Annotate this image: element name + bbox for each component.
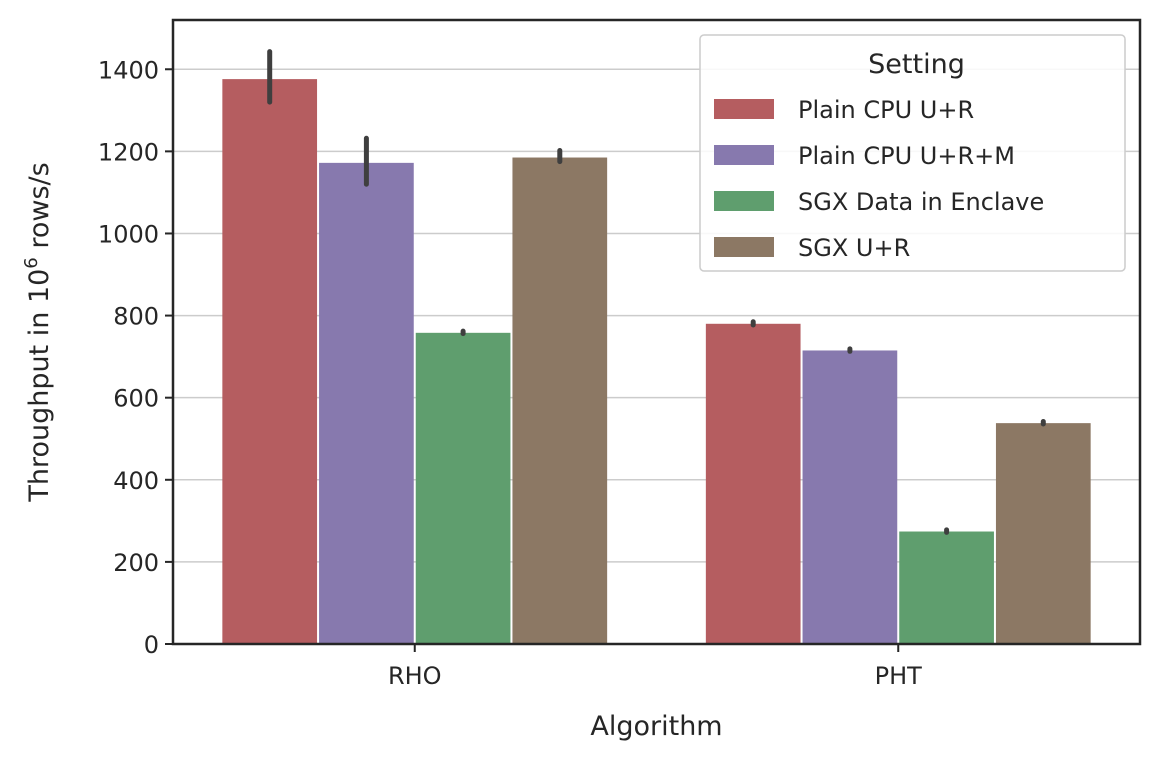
y-tick-label: 800 <box>113 303 159 331</box>
y-axis-title-prefix: Throughput in 10 <box>24 269 55 503</box>
y-tick-label: 200 <box>113 549 159 577</box>
bar-pht-series-3 <box>899 531 994 644</box>
legend-swatch-1 <box>714 99 774 119</box>
legend-swatch-3 <box>714 191 774 211</box>
bar-pht-series-1 <box>705 323 801 644</box>
x-axis-title: Algorithm <box>590 711 722 742</box>
plot-frame <box>171 18 1142 646</box>
y-axis-ticks: 0 200 400 600 800 1000 1200 1400 <box>98 56 173 659</box>
y-axis-title-suffix: rows/s <box>24 162 55 257</box>
legend-label-4: SGX U+R <box>798 234 910 262</box>
y-tick-label: 1200 <box>98 138 159 166</box>
legend-box <box>699 34 1126 272</box>
legend-label-1: Plain CPU U+R <box>798 96 974 124</box>
legend: Setting Plain CPU U+R Plain CPU U+R+M SGX … <box>699 34 1126 272</box>
legend-swatch-2 <box>714 145 774 165</box>
legend-entries: Plain CPU U+R Plain CPU U+R+M SGX Data in … <box>714 96 1044 262</box>
y-axis-title: Throughput in 106 rows/s <box>21 162 55 502</box>
y-tick-label: 400 <box>113 467 159 495</box>
y-tick-label: 1400 <box>98 56 159 84</box>
legend-label-3: SGX Data in Enclave <box>798 188 1044 216</box>
y-axis-title-exponent: 6 <box>21 257 42 268</box>
bar-pht-series-4 <box>995 423 1091 644</box>
legend-title: Setting <box>868 49 965 80</box>
bar-pht-series-2 <box>802 350 898 644</box>
legend-swatch-4 <box>714 237 774 257</box>
legend-label-2: Plain CPU U+R+M <box>798 142 1015 170</box>
bar-rho-series-1 <box>222 79 318 645</box>
bar-layer <box>222 79 1091 645</box>
x-tick-label-rho: RHO <box>388 662 442 690</box>
y-tick-label: 0 <box>144 631 159 659</box>
x-axis-ticks: RHO PHT <box>388 644 922 690</box>
y-tick-label: 600 <box>113 385 159 413</box>
error-bar-layer <box>267 49 1046 535</box>
bar-rho-series-3 <box>415 332 511 644</box>
bar-rho-series-2 <box>319 162 414 644</box>
x-tick-label-pht: PHT <box>875 662 923 690</box>
y-tick-label: 1000 <box>98 220 159 248</box>
bar-rho-series-4 <box>512 157 608 645</box>
